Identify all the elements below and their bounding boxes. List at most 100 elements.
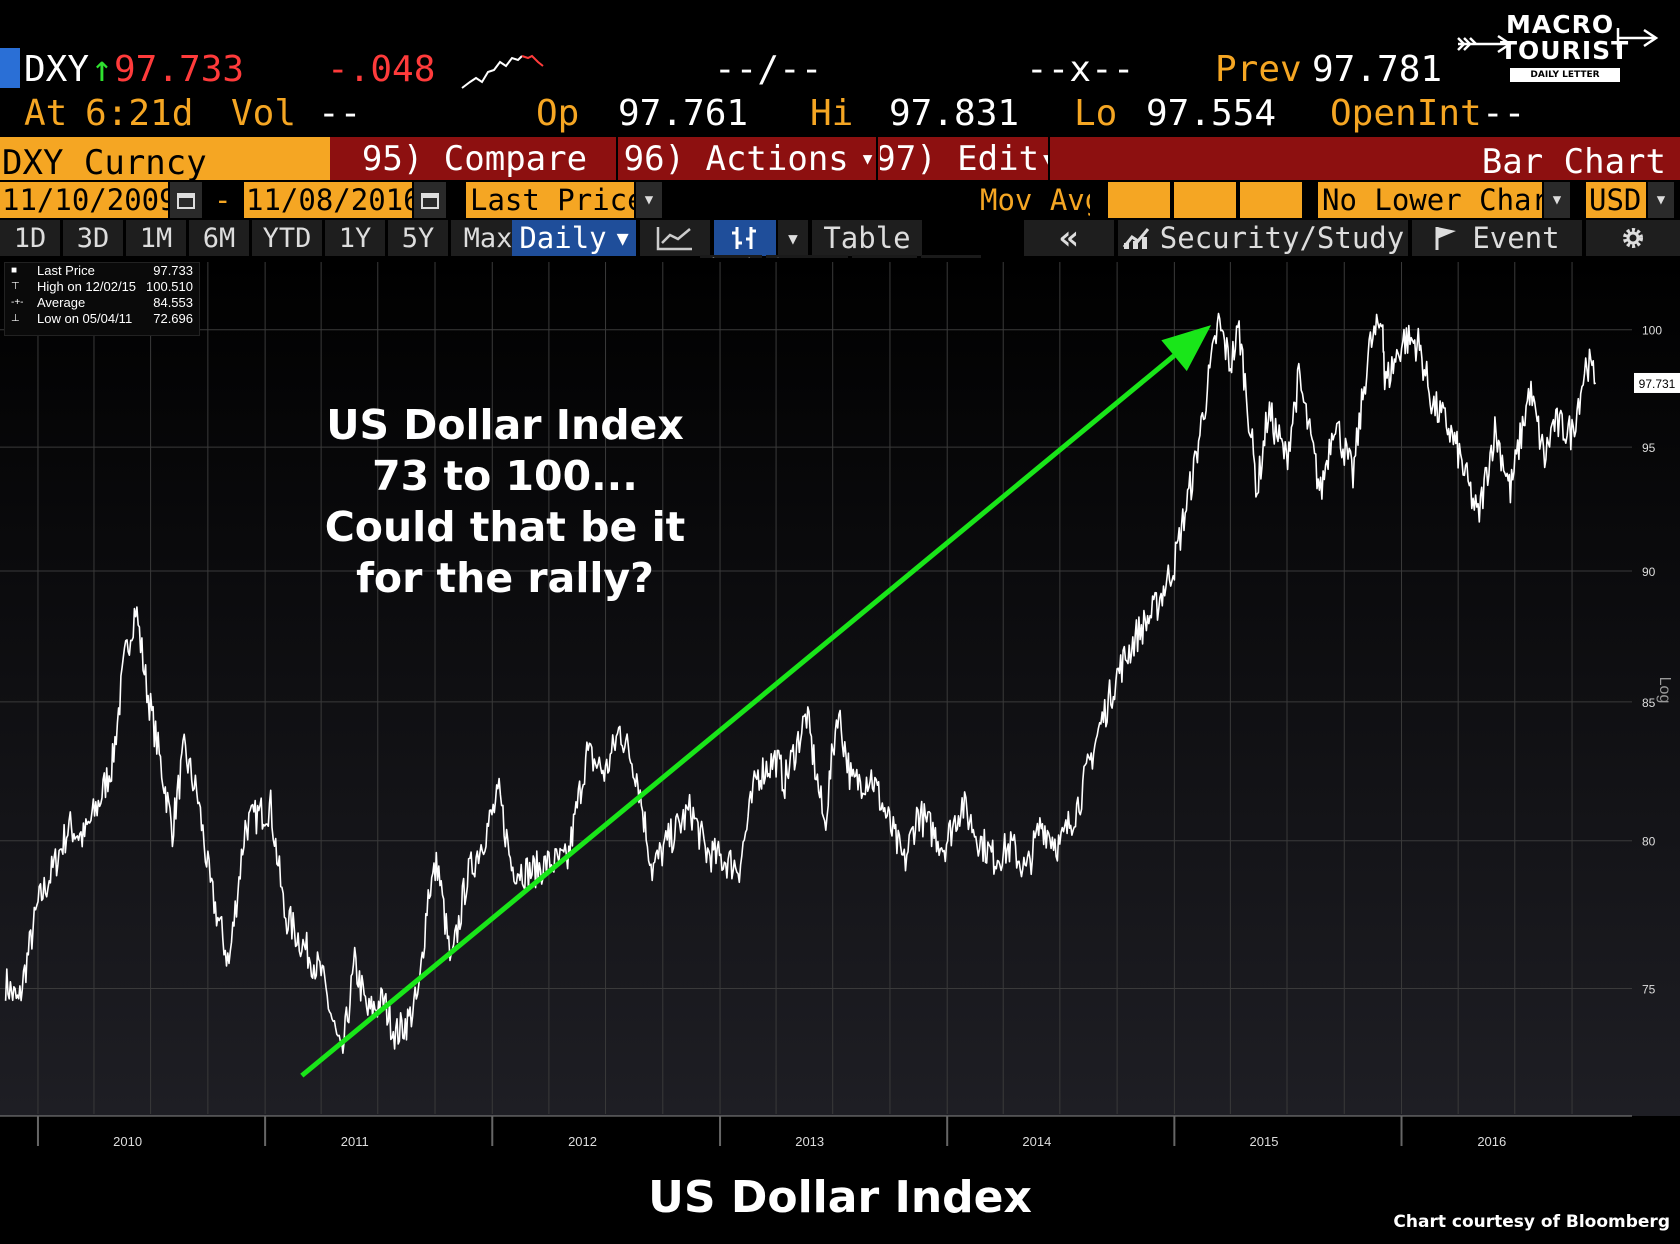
frequency-select[interactable]: Daily ▼ bbox=[512, 220, 636, 256]
x-tick-label: 2014 bbox=[1022, 1134, 1051, 1149]
mov-avg-input-3[interactable] bbox=[1240, 182, 1302, 218]
price-series-line bbox=[4, 312, 1597, 1054]
settings-gear-icon[interactable] bbox=[1586, 220, 1680, 256]
at-label: At bbox=[24, 93, 68, 134]
lower-chart-dropdown-icon[interactable]: ▼ bbox=[1544, 182, 1570, 218]
frequency-label: Daily bbox=[519, 221, 607, 255]
lower-chart-select[interactable]: No Lower Chart bbox=[1318, 182, 1542, 218]
event-button[interactable]: Event bbox=[1412, 220, 1582, 256]
last-price-tag-label: 97.731 bbox=[1639, 377, 1676, 391]
edit-dropdown-icon: ▼ bbox=[1043, 149, 1048, 168]
annotation-line-4: for the rally? bbox=[356, 554, 654, 602]
legend-label: Last Price bbox=[37, 263, 95, 278]
prev-label: Prev bbox=[1215, 49, 1302, 90]
legend-marker-icon: -+- bbox=[11, 297, 24, 308]
legend-value: 100.510 bbox=[146, 279, 193, 294]
toolbar-range: 11/10/2009 - 11/08/2016 Last Price ▼ Mov… bbox=[0, 182, 1680, 218]
legend-value: 97.733 bbox=[153, 263, 193, 278]
open-value: 97.761 bbox=[618, 93, 749, 134]
vol-value: -- bbox=[318, 93, 362, 134]
edit-button[interactable]: 97) Edit ▼ bbox=[880, 137, 1050, 180]
x-tick-label: 2011 bbox=[341, 1134, 369, 1149]
chart-title: US Dollar Index bbox=[648, 1172, 1032, 1223]
openint-value: -- bbox=[1482, 93, 1526, 134]
legend-marker-icon: ■ bbox=[11, 265, 18, 276]
trend-arrow-head-icon bbox=[1161, 325, 1212, 372]
prev-value: 97.781 bbox=[1312, 49, 1443, 90]
x-tick-label: 2015 bbox=[1250, 1134, 1279, 1149]
y-tick-label: 85 bbox=[1642, 696, 1656, 710]
table-button[interactable]: Table bbox=[812, 220, 922, 256]
chart-legend: ■ Last Price 97.733 ⊤ High on 12/02/15 100.51… bbox=[4, 262, 200, 336]
last-price-tag bbox=[1634, 372, 1680, 393]
event-label: Event bbox=[1472, 221, 1560, 255]
y-tick-label: 90 bbox=[1642, 565, 1656, 579]
period-button-1m[interactable]: 1M bbox=[126, 220, 186, 256]
vol-label: Vol bbox=[231, 93, 297, 134]
macro-tourist-logo: MACRO TOURIST DAILY LETTER bbox=[1450, 8, 1670, 88]
end-date-input[interactable]: 11/08/2016 bbox=[244, 182, 412, 218]
period-button-1d[interactable]: 1D bbox=[0, 220, 60, 256]
period-button-5y[interactable]: 5Y bbox=[388, 220, 448, 256]
field-select[interactable]: Last Price bbox=[466, 182, 634, 218]
date-separator: - bbox=[214, 183, 232, 217]
mov-avg-input-1[interactable] bbox=[1108, 182, 1170, 218]
period-button-6m[interactable]: 6M bbox=[189, 220, 249, 256]
trend-arrow-line bbox=[300, 353, 1176, 1078]
bar-chart-button[interactable] bbox=[714, 220, 776, 256]
chart-style-dropdown-icon[interactable]: ▼ bbox=[778, 220, 808, 256]
actions-label: 96) Actions bbox=[623, 138, 849, 179]
currency-dropdown-icon[interactable]: ▼ bbox=[1648, 182, 1674, 218]
bid-ask: --/-- bbox=[714, 49, 823, 90]
legend-row: ⊤ High on 12/02/15 100.510 bbox=[5, 279, 199, 295]
x-tick-label: 2016 bbox=[1477, 1134, 1506, 1149]
low-label: Lo bbox=[1074, 93, 1118, 134]
actions-dropdown-icon: ▼ bbox=[862, 149, 873, 168]
legend-row: ■ Last Price 97.733 bbox=[5, 263, 199, 279]
start-calendar-icon[interactable] bbox=[170, 182, 202, 218]
legend-row: -+- Average 84.553 bbox=[5, 295, 199, 311]
legend-value: 84.553 bbox=[153, 295, 193, 310]
x-tick-label: 2013 bbox=[795, 1134, 824, 1149]
annotation-line-3: Could that be it bbox=[324, 503, 686, 551]
legend-marker-icon: ⊥ bbox=[11, 313, 20, 324]
period-button-3d[interactable]: 3D bbox=[63, 220, 123, 256]
y-tick-label: 75 bbox=[1642, 982, 1656, 996]
log-scale-label: Log bbox=[1656, 677, 1673, 704]
start-date-input[interactable]: 11/10/2009 bbox=[0, 182, 168, 218]
compare-button[interactable]: 95) Compare bbox=[333, 137, 618, 180]
chart-background bbox=[0, 258, 1680, 1116]
end-calendar-icon[interactable] bbox=[414, 182, 446, 218]
chart-credit: Chart courtesy of Bloomberg bbox=[1393, 1212, 1670, 1232]
period-button-1y[interactable]: 1Y bbox=[325, 220, 385, 256]
flag-icon bbox=[1435, 227, 1457, 250]
y-tick-label: 95 bbox=[1642, 441, 1656, 455]
high-label: Hi bbox=[810, 93, 854, 134]
security-field[interactable]: DXY Curncy bbox=[0, 137, 330, 180]
last-price: 97.733 bbox=[114, 49, 245, 90]
actions-button[interactable]: 96) Actions ▼ bbox=[620, 137, 878, 180]
mov-avg-input-2[interactable] bbox=[1174, 182, 1236, 218]
line-chart-button[interactable] bbox=[640, 220, 710, 256]
annotation-line-1: US Dollar Index bbox=[326, 401, 684, 449]
security-study-label: Security/Study bbox=[1159, 221, 1405, 255]
y-tick-label: 80 bbox=[1642, 835, 1656, 849]
chart-type-label[interactable]: Bar Chart bbox=[1052, 137, 1670, 180]
legend-marker-icon: ⊤ bbox=[11, 281, 20, 292]
logo-line2: TOURIST bbox=[1500, 36, 1630, 65]
x-tick-label: 2010 bbox=[113, 1134, 142, 1149]
x-tick-label: 2012 bbox=[568, 1134, 597, 1149]
y-tick-label: 100 bbox=[1642, 324, 1662, 338]
sparkline-icon bbox=[461, 54, 544, 89]
legend-label: Low on 05/04/11 bbox=[37, 311, 133, 326]
currency-select[interactable]: USD bbox=[1586, 182, 1646, 218]
logo-line3: DAILY LETTER bbox=[1530, 70, 1600, 80]
period-button-ytd[interactable]: YTD bbox=[252, 220, 322, 256]
field-dropdown-icon[interactable]: ▼ bbox=[636, 182, 662, 218]
price-chart[interactable]: 75 80 85 90 95 100 2010 2011 2012 2013 2014 2015 201… bbox=[0, 258, 1680, 1158]
security-study-button[interactable]: Security/Study bbox=[1118, 220, 1408, 256]
collapse-icon[interactable]: « bbox=[1024, 220, 1114, 256]
ticker[interactable]: DXY bbox=[24, 49, 90, 90]
legend-value: 72.696 bbox=[153, 311, 193, 326]
price-change: -.048 bbox=[327, 49, 436, 90]
